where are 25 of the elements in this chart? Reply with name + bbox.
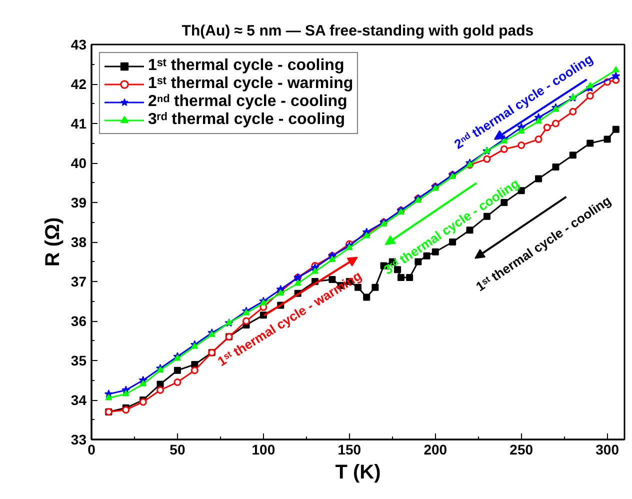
legend-label: 1ˢᵗ thermal cycle - cooling [148,57,344,75]
legend-label: 1ˢᵗ thermal cycle - warming [148,75,354,93]
legend-label: 3ʳᵈ thermal cycle - cooling [148,111,346,129]
y-tick-label: 37 [70,274,87,290]
x-tick-label: 200 [424,442,448,458]
y-tick-label: 40 [70,155,87,171]
y-tick-label: 38 [70,234,87,250]
x-tick-label: 50 [170,442,186,458]
y-tick-label: 39 [70,194,87,210]
y-tick-label: 35 [70,352,87,368]
y-tick-label: 36 [70,313,87,329]
chart-title: Th(Au) ≈ 5 nm — SA free-standing with gold pads [182,22,534,40]
y-tick-label: 41 [70,116,87,132]
y-tick-label: 33 [70,432,87,448]
y-tick-label: 42 [70,76,87,92]
x-tick-label: 0 [88,442,96,458]
x-axis-title: T (K) [335,462,381,484]
x-tick-label: 300 [596,442,620,458]
y-tick-label: 34 [70,392,87,408]
x-tick-label: 150 [338,442,362,458]
x-tick-label: 250 [510,442,534,458]
y-tick-label: 43 [70,36,87,52]
x-tick-label: 100 [252,442,276,458]
y-axis-title: R (Ω) [42,217,64,267]
legend-label: 2ⁿᵈ thermal cycle - cooling [148,93,348,111]
